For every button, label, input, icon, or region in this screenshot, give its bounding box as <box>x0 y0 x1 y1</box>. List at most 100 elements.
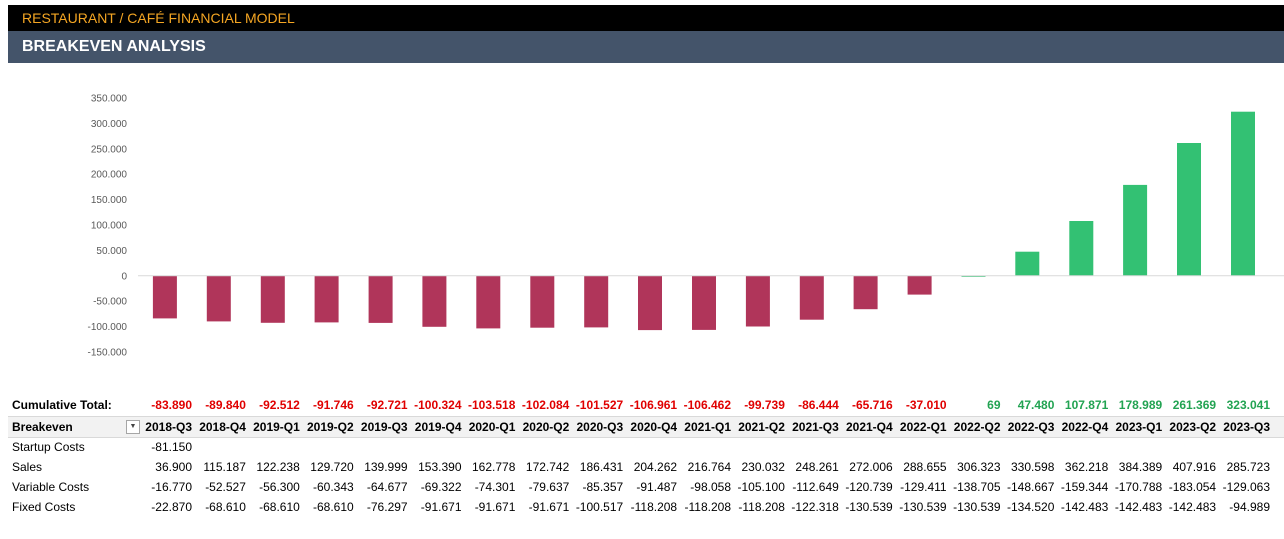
cumulative-value: 107.871 <box>1064 398 1109 412</box>
period-header: 2021-Q3 <box>792 420 839 434</box>
period-header: 2018-Q3 <box>145 420 192 434</box>
cumulative-value: -37.010 <box>905 398 947 412</box>
cumulative-value: -102.084 <box>521 398 570 412</box>
table-cell: -94.989 <box>1229 500 1270 514</box>
table-cell: -68.610 <box>312 500 354 514</box>
table-row: Variable Costs -16.770 -52.527 -56.300 -60.3… <box>8 477 1284 497</box>
table-cell: -159.344 <box>1060 480 1109 494</box>
bar-2022-Q1 <box>907 275 932 295</box>
model-title: RESTAURANT / CAFÉ FINANCIAL MODEL <box>22 10 295 26</box>
table-cell: -120.739 <box>845 480 893 494</box>
table-cell: -79.637 <box>528 480 570 494</box>
period-header: 2020-Q4 <box>630 420 678 434</box>
table-row: Fixed Costs -22.870 -68.610 -68.610 -68.610-… <box>8 497 1284 517</box>
cumulative-value: -86.444 <box>798 398 839 412</box>
table-cell: 362.218 <box>1064 460 1109 474</box>
table-cell: 153.390 <box>418 460 462 474</box>
bar-2021-Q3 <box>799 275 824 320</box>
table-cell: -129.411 <box>900 480 947 494</box>
cumulative-value: -99.739 <box>744 398 785 412</box>
cumulative-value: -106.961 <box>629 398 678 412</box>
table-cell: 172.742 <box>525 460 570 474</box>
cumulative-value: -91.746 <box>312 398 354 412</box>
y-tick-label: 150.000 <box>91 195 128 206</box>
bar-2018-Q3 <box>152 275 177 319</box>
row-label: Variable Costs <box>12 480 90 494</box>
cumulative-value: 47.480 <box>1017 398 1055 412</box>
table-cell: -118.208 <box>738 500 785 514</box>
table-cell: -68.610 <box>259 500 300 514</box>
bar-2021-Q4 <box>853 275 878 310</box>
row-label: Sales <box>12 460 43 474</box>
breakeven-chart: 350.000 300.000 250.000 200.000 150.000 100.0… <box>88 94 1284 359</box>
y-tick-label: 50.000 <box>96 246 127 257</box>
cumulative-value: -83.890 <box>151 398 192 412</box>
table-cell: -60.343 <box>312 480 354 494</box>
table-cell: -183.054 <box>1168 480 1217 494</box>
table-cell: -85.357 <box>582 480 624 494</box>
table-cell: 230.032 <box>741 460 785 474</box>
bar-2019-Q1 <box>260 275 285 323</box>
table-cell: 407.916 <box>1172 460 1217 474</box>
period-header: 2022-Q4 <box>1061 420 1109 434</box>
period-header: 2019-Q2 <box>306 420 354 434</box>
cumulative-value: -103.518 <box>468 398 516 412</box>
cumulative-value: -100.324 <box>414 398 462 412</box>
table-cell: 139.999 <box>364 460 408 474</box>
period-header: 2023-Q2 <box>1169 420 1217 434</box>
table-cell: -52.527 <box>205 480 246 494</box>
period-header: 2021-Q1 <box>684 420 731 434</box>
table-cell: -130.539 <box>845 500 893 514</box>
cumulative-value: 178.989 <box>1118 398 1163 412</box>
period-header: 2023-Q1 <box>1115 420 1163 434</box>
table-cell: -142.483 <box>1114 500 1163 514</box>
period-header: 2023-Q3 <box>1223 420 1270 434</box>
table-cell: -118.208 <box>684 500 731 514</box>
bar-2022-Q3 <box>1015 251 1040 276</box>
bar-2020-Q4 <box>638 275 662 331</box>
bar-2019-Q2 <box>314 275 339 323</box>
table-cell: 330.598 <box>1011 460 1055 474</box>
table-cell: -105.100 <box>737 480 785 494</box>
bar-2021-Q1 <box>692 275 716 330</box>
table-cell: -118.208 <box>630 500 678 514</box>
period-header: 2020-Q1 <box>468 420 516 434</box>
bar-2020-Q3 <box>584 275 609 328</box>
table-cell: -91.487 <box>636 480 678 494</box>
cumulative-total-label: Cumulative Total: <box>12 398 112 412</box>
table-row: Startup Costs -81.150 <box>8 437 1284 457</box>
bar-2020-Q2 <box>530 275 555 328</box>
period-header: 2021-Q2 <box>738 420 785 434</box>
period-header: 2021-Q4 <box>845 420 893 434</box>
cumulative-value: -65.716 <box>851 398 893 412</box>
bar-2023-Q1 <box>1123 184 1148 276</box>
table-cell: -142.483 <box>1168 500 1217 514</box>
y-tick-label: -150.000 <box>88 348 128 359</box>
row-label: Fixed Costs <box>12 500 76 514</box>
table-cell: -129.063 <box>1222 480 1270 494</box>
table-cell: 36.900 <box>155 460 192 474</box>
cumulative-value: -92.721 <box>366 398 408 412</box>
table-cell: -74.301 <box>474 480 516 494</box>
period-header: 2018-Q4 <box>199 420 246 434</box>
y-tick-label: 100.000 <box>91 221 128 232</box>
bar-2023-Q3 <box>1231 111 1255 276</box>
bar-2019-Q3 <box>368 275 393 323</box>
y-tick-label: 300.000 <box>91 119 128 130</box>
table-cell: -76.297 <box>366 500 408 514</box>
bar-2019-Q4 <box>422 275 447 327</box>
bar-2020-Q1 <box>476 275 501 329</box>
cumulative-value: 323.041 <box>1226 398 1270 412</box>
filter-dropdown-icon[interactable]: ▼ <box>126 420 140 434</box>
table-cell: -91.671 <box>528 500 570 514</box>
period-header: 2020-Q3 <box>576 420 624 434</box>
table-cell: -130.539 <box>953 500 1001 514</box>
y-tick-label: 200.000 <box>91 170 128 181</box>
cumulative-value: -89.840 <box>205 398 246 412</box>
table-cell: -56.300 <box>259 480 300 494</box>
cumulative-value: -92.512 <box>259 398 300 412</box>
period-header: 2019-Q4 <box>414 420 462 434</box>
table-cell: 115.187 <box>203 460 246 474</box>
cumulative-value: 261.369 <box>1172 398 1217 412</box>
cumulative-value: 69 <box>987 398 1001 412</box>
